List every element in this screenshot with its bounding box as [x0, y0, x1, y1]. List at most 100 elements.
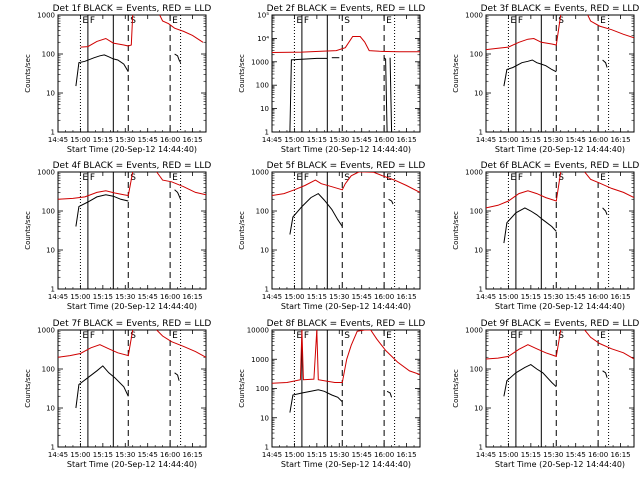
- lld-series-line: [585, 172, 634, 198]
- y-tick-label: 1000: [37, 169, 55, 177]
- y-tick-label: 1000: [465, 12, 483, 20]
- chart-panel-7: Det 7f BLACK = Events, RED = LLD11010010…: [24, 319, 211, 469]
- y-tick-label: 100: [42, 208, 55, 216]
- chart-title: Det 8f BLACK = Events, RED = LLD: [267, 319, 426, 329]
- x-tick-label: 15:45: [138, 293, 158, 301]
- x-tick-label: 15:30: [543, 451, 563, 459]
- lld-series-line: [585, 330, 634, 359]
- x-tick-label: 16:00: [588, 451, 608, 459]
- y-axis-label: Counts/sec: [238, 369, 246, 408]
- y-axis-label: Counts/sec: [24, 369, 32, 408]
- y-tick-label: 10⁴: [257, 35, 269, 43]
- lld-series-line: [157, 330, 206, 357]
- y-tick-label: 10: [46, 247, 55, 255]
- events-series-line: [290, 194, 342, 235]
- x-axis-label: Start Time (20-Sep-12 14:44:40): [67, 460, 197, 469]
- events-series-line: [175, 54, 181, 63]
- event-marker-label: E: [172, 331, 178, 341]
- x-tick-label: 15:30: [329, 293, 349, 301]
- events-series-line: [603, 60, 608, 68]
- y-tick-label: 10: [46, 90, 55, 98]
- y-tick-label: 10: [46, 405, 55, 413]
- x-tick-label: 16:00: [374, 293, 394, 301]
- x-tick-label: 14:45: [476, 136, 496, 144]
- y-tick-label: 1000: [251, 356, 269, 364]
- event-marker-label: F: [90, 331, 95, 341]
- x-axis-label: Start Time (20-Sep-12 14:44:40): [495, 145, 625, 154]
- y-tick-label: 100: [470, 366, 483, 374]
- x-axis-label: Start Time (20-Sep-12 14:44:40): [67, 145, 197, 154]
- chart-panel-1: Det 1f BLACK = Events, RED = LLD11010010…: [24, 4, 211, 154]
- x-tick-label: 15:15: [307, 293, 327, 301]
- chart-title: Det 3f BLACK = Events, RED = LLD: [481, 4, 640, 14]
- x-tick-label: 15:15: [307, 451, 327, 459]
- x-tick-label: 15:30: [329, 451, 349, 459]
- x-tick-label: 16:00: [160, 293, 180, 301]
- event-marker-label: F: [518, 173, 523, 183]
- y-tick-label: 1000: [37, 327, 55, 335]
- events-series-line: [504, 365, 556, 397]
- x-axis-label: Start Time (20-Sep-12 14:44:40): [281, 145, 411, 154]
- lld-series-line: [160, 15, 203, 42]
- y-tick-label: 100: [470, 51, 483, 59]
- x-tick-label: 15:30: [115, 136, 135, 144]
- events-series-line: [390, 58, 392, 132]
- event-marker-label: E: [172, 173, 178, 183]
- y-tick-label: 100: [256, 208, 269, 216]
- x-tick-label: 14:45: [262, 136, 282, 144]
- event-marker-label: S: [344, 331, 350, 341]
- events-series-line: [76, 366, 128, 408]
- x-tick-label: 16:15: [610, 451, 630, 459]
- y-axis-label: Counts/sec: [452, 369, 460, 408]
- chart-title: Det 2f BLACK = Events, RED = LLD: [267, 4, 426, 14]
- events-series-line: [603, 371, 608, 378]
- chart-panel-8: Det 8f BLACK = Events, RED = LLD11010010…: [238, 319, 425, 469]
- x-tick-label: 16:15: [182, 136, 202, 144]
- event-marker-label: F: [518, 16, 523, 26]
- events-series-line: [504, 208, 556, 243]
- event-marker-label: E: [600, 16, 606, 26]
- lld-series-line: [58, 172, 133, 199]
- chart-panel-9: Det 9f BLACK = Events, RED = LLD11010010…: [452, 319, 639, 469]
- y-tick-label: 10: [474, 90, 483, 98]
- y-tick-label: 1000: [465, 327, 483, 335]
- chart-title: Det 6f BLACK = Events, RED = LLD: [481, 161, 640, 171]
- chart-panel-6: Det 6f BLACK = Events, RED = LLD11010010…: [452, 161, 639, 311]
- x-tick-label: 14:45: [476, 451, 496, 459]
- event-marker-label: F: [90, 16, 95, 26]
- chart-panel-5: Det 5f BLACK = Events, RED = LLD11010010…: [238, 161, 425, 311]
- lld-series-line: [272, 37, 420, 53]
- y-tick-label: 10000: [247, 327, 269, 335]
- x-tick-label: 15:45: [352, 293, 372, 301]
- event-marker-label: F: [304, 331, 309, 341]
- chart-title: Det 5f BLACK = Events, RED = LLD: [267, 161, 426, 171]
- x-tick-label: 15:15: [93, 451, 113, 459]
- x-tick-label: 16:15: [610, 136, 630, 144]
- y-tick-label: 10: [260, 414, 269, 422]
- y-tick-label: 100: [42, 51, 55, 59]
- events-series-line: [387, 391, 392, 397]
- chart-panel-2: Det 2f BLACK = Events, RED = LLD11010010…: [238, 4, 425, 154]
- events-series-line: [175, 373, 180, 381]
- y-axis-label: Counts/sec: [238, 211, 246, 250]
- y-tick-label: 100: [256, 82, 269, 90]
- chart-panel-4: Det 4f BLACK = Events, RED = LLD11010010…: [24, 161, 211, 311]
- x-tick-label: 15:30: [115, 451, 135, 459]
- x-tick-label: 15:45: [138, 136, 158, 144]
- x-tick-label: 16:15: [396, 293, 416, 301]
- lld-series-line: [58, 330, 133, 357]
- events-series-line: [603, 208, 608, 215]
- x-tick-label: 15:15: [93, 136, 113, 144]
- lld-series-line: [486, 330, 561, 359]
- y-tick-label: 10: [474, 247, 483, 255]
- y-axis-label: Counts/sec: [238, 54, 246, 93]
- x-tick-label: 14:45: [48, 136, 68, 144]
- y-tick-label: 10: [474, 405, 483, 413]
- events-series-line: [76, 55, 128, 86]
- events-series-line: [290, 390, 342, 413]
- events-series-line: [175, 190, 181, 200]
- x-tick-label: 15:45: [566, 451, 586, 459]
- y-tick-label: 100: [42, 366, 55, 374]
- x-axis-label: Start Time (20-Sep-12 14:44:40): [281, 302, 411, 311]
- x-axis-label: Start Time (20-Sep-12 14:44:40): [67, 302, 197, 311]
